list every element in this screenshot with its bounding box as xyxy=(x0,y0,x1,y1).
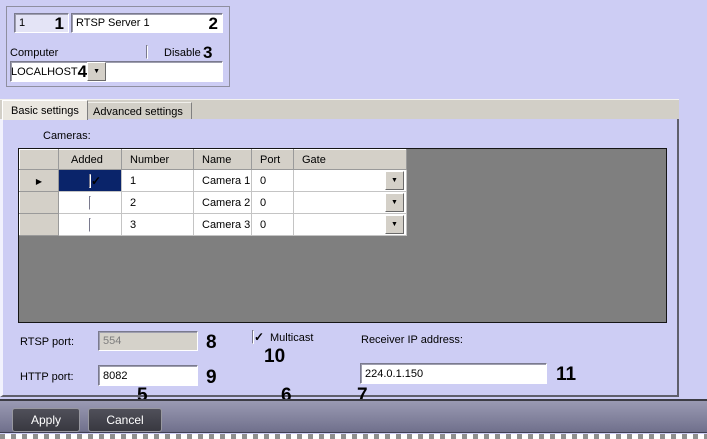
cameras-grid: Added Number Name Port Gate 1 Camera 1 0… xyxy=(19,149,407,236)
annotation-11: 11 xyxy=(556,364,577,385)
name-cell[interactable]: Camera 1 xyxy=(193,169,252,192)
annotation-3: 3 xyxy=(203,43,213,62)
receiver-ip-value: 224.0.1.150 xyxy=(365,367,424,380)
annotation-7: 7 xyxy=(357,385,368,406)
grid-header-port[interactable]: Port xyxy=(251,149,294,170)
selection-dashes-strip xyxy=(0,434,707,439)
grid-header-added[interactable]: Added xyxy=(58,149,122,170)
gate-cell[interactable] xyxy=(293,169,407,192)
gate-cell[interactable] xyxy=(293,213,407,236)
receiver-ip-field[interactable]: 224.0.1.150 xyxy=(360,363,547,384)
footer-bar: Apply Cancel xyxy=(0,399,707,433)
row-selector-cell[interactable] xyxy=(19,169,59,192)
annotation-5: 5 xyxy=(137,385,148,406)
added-cell[interactable] xyxy=(58,169,122,192)
annotation-10: 10 xyxy=(264,346,286,367)
rtsp-port-field: 554 xyxy=(98,331,198,351)
cancel-button-label: Cancel xyxy=(106,413,144,427)
gate-dropdown-arrow-icon[interactable] xyxy=(385,171,404,190)
rtsp-port-label: RTSP port: xyxy=(20,336,75,348)
computer-label: Computer xyxy=(10,47,59,59)
multicast-checkbox[interactable] xyxy=(252,330,254,344)
table-row: 2 Camera 2 0 xyxy=(19,191,407,214)
gate-dropdown-arrow-icon[interactable] xyxy=(385,215,404,234)
added-checkbox[interactable] xyxy=(89,195,91,210)
http-port-value: 8082 xyxy=(103,369,128,382)
grid-header-selector xyxy=(19,149,59,170)
table-row: 3 Camera 3 0 xyxy=(19,213,407,236)
disable-checkbox[interactable] xyxy=(146,45,148,59)
port-cell[interactable]: 0 xyxy=(251,169,294,192)
object-id-value: 1 xyxy=(19,17,26,29)
gate-dropdown-arrow-icon[interactable] xyxy=(385,193,404,212)
current-row-marker-icon xyxy=(36,175,42,187)
apply-button[interactable]: Apply xyxy=(12,408,80,432)
rtsp-port-value: 554 xyxy=(103,335,122,347)
gate-cell[interactable] xyxy=(293,191,407,214)
tab-strip: Basic settings Advanced settings xyxy=(0,99,679,120)
tab-advanced-label: Advanced settings xyxy=(93,105,183,118)
http-port-field[interactable]: 8082 xyxy=(98,365,198,386)
grid-header-name[interactable]: Name xyxy=(193,149,252,170)
grid-header-row: Added Number Name Port Gate xyxy=(19,149,407,170)
added-checkbox[interactable] xyxy=(89,173,91,188)
object-id-field[interactable]: 1 1 xyxy=(14,13,69,33)
name-cell[interactable]: Camera 2 xyxy=(193,191,252,214)
computer-combobox[interactable]: LOCALHOST 4 xyxy=(10,61,223,82)
object-name-value: RTSP Server 1 xyxy=(76,17,150,29)
number-cell[interactable]: 2 xyxy=(121,191,194,214)
row-selector-cell[interactable] xyxy=(19,213,59,236)
annotation-6: 6 xyxy=(281,385,292,406)
grid-header-gate[interactable]: Gate xyxy=(293,149,407,170)
cancel-button[interactable]: Cancel xyxy=(88,408,162,432)
added-cell[interactable] xyxy=(58,213,122,236)
number-cell[interactable]: 1 xyxy=(121,169,194,192)
name-cell[interactable]: Camera 3 xyxy=(193,213,252,236)
http-port-label: HTTP port: xyxy=(20,371,74,383)
row-selector-cell[interactable] xyxy=(19,191,59,214)
annotation-2: 2 xyxy=(208,13,218,33)
computer-value: LOCALHOST xyxy=(11,65,78,78)
disable-label: Disable xyxy=(164,47,201,59)
id-group-box: 1 1 RTSP Server 1 2 Computer Disable 3 L… xyxy=(6,6,230,87)
added-checkbox[interactable] xyxy=(89,217,91,232)
added-cell[interactable] xyxy=(58,191,122,214)
tab-basic-label: Basic settings xyxy=(11,104,79,117)
apply-button-label: Apply xyxy=(30,413,62,427)
port-cell[interactable]: 0 xyxy=(251,213,294,236)
table-row: 1 Camera 1 0 xyxy=(19,169,407,192)
tab-basic-settings[interactable]: Basic settings xyxy=(2,100,88,120)
number-cell[interactable]: 3 xyxy=(121,213,194,236)
port-cell[interactable]: 0 xyxy=(251,191,294,214)
receiver-ip-label: Receiver IP address: xyxy=(361,334,463,346)
annotation-9: 9 xyxy=(206,367,217,388)
annotation-8: 8 xyxy=(206,332,217,353)
multicast-label: Multicast xyxy=(270,332,314,344)
tab-advanced-settings[interactable]: Advanced settings xyxy=(85,102,192,120)
object-name-field[interactable]: RTSP Server 1 2 xyxy=(71,13,223,33)
cameras-grid-container: Added Number Name Port Gate 1 Camera 1 0… xyxy=(18,148,667,405)
combo-dropdown-arrow-icon[interactable] xyxy=(87,62,107,81)
annotation-1: 1 xyxy=(54,13,64,33)
cameras-label: Cameras: xyxy=(43,130,91,142)
grid-header-number[interactable]: Number xyxy=(121,149,194,170)
annotation-4: 4 xyxy=(77,62,88,81)
